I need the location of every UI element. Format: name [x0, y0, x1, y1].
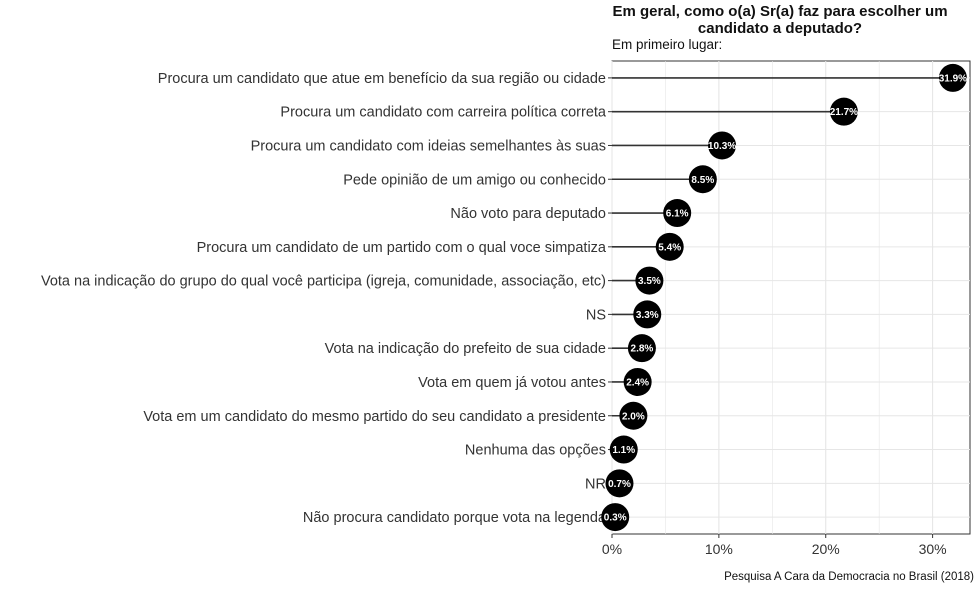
data-label: 1.1% [612, 445, 635, 456]
lollipop-dot [623, 367, 652, 396]
category-label: Vota na indicação do prefeito de sua cid… [325, 341, 606, 357]
lollipop-dot [663, 199, 692, 228]
lollipop-dot [635, 266, 664, 295]
category-label: NS [586, 307, 606, 323]
category-label: Procura um candidato que atue em benefíc… [158, 71, 606, 87]
lollipop-dot [688, 165, 717, 194]
category-label: NR [585, 476, 606, 492]
lollipop-dot [655, 232, 684, 261]
category-label: Procura um candidato com carreira políti… [280, 105, 607, 121]
category-label: Não procura candidato porque vota na leg… [303, 510, 607, 526]
category-label: Nenhuma das opções [465, 443, 606, 459]
data-label: 21.7% [830, 107, 858, 118]
data-label: 3.5% [638, 276, 661, 287]
x-tick-label: 20% [812, 541, 840, 557]
category-label: Não voto para deputado [450, 206, 606, 222]
data-label: 0.3% [604, 513, 627, 524]
lollipop-dot [627, 334, 656, 363]
lollipop-dot [938, 63, 967, 92]
chart-caption: Pesquisa A Cara da Democracia no Brasil … [724, 571, 974, 583]
data-label: 2.8% [631, 344, 654, 355]
data-label: 31.9% [939, 73, 967, 84]
x-tick-label: 30% [919, 541, 947, 557]
data-label: 3.3% [636, 310, 659, 321]
category-label: Vota na indicação do grupo do qual você … [41, 274, 606, 290]
lollipop-dot [619, 401, 648, 430]
data-label: 8.5% [691, 175, 714, 186]
category-label: Pede opinião de um amigo ou conhecido [343, 172, 606, 188]
category-label: Procura um candidato de um partido com o… [197, 240, 607, 256]
lollipop-dot [708, 131, 737, 160]
data-label: 2.0% [622, 411, 645, 422]
data-label: 5.4% [658, 242, 681, 253]
category-label: Vota em um candidato do mesmo partido do… [143, 409, 606, 425]
x-tick-label: 0% [602, 541, 622, 557]
category-label: Procura um candidato com ideias semelhan… [251, 138, 606, 154]
lollipop-dot [609, 435, 638, 464]
lollipop-dot [605, 469, 634, 498]
data-label: 0.7% [608, 479, 631, 490]
category-label: Vota em quem já votou antes [418, 375, 606, 391]
data-label: 2.4% [626, 377, 649, 388]
x-tick-label: 10% [705, 541, 733, 557]
data-label: 10.3% [708, 141, 736, 152]
chart-subtitle: Em primeiro lugar: [612, 37, 723, 52]
data-label: 6.1% [666, 209, 689, 220]
chart-title: Em geral, como o(a) Sr(a) faz para escol… [612, 3, 948, 37]
lollipop-dot [633, 300, 662, 329]
lollipop-dot [829, 97, 858, 126]
lollipop-dot [601, 503, 630, 532]
